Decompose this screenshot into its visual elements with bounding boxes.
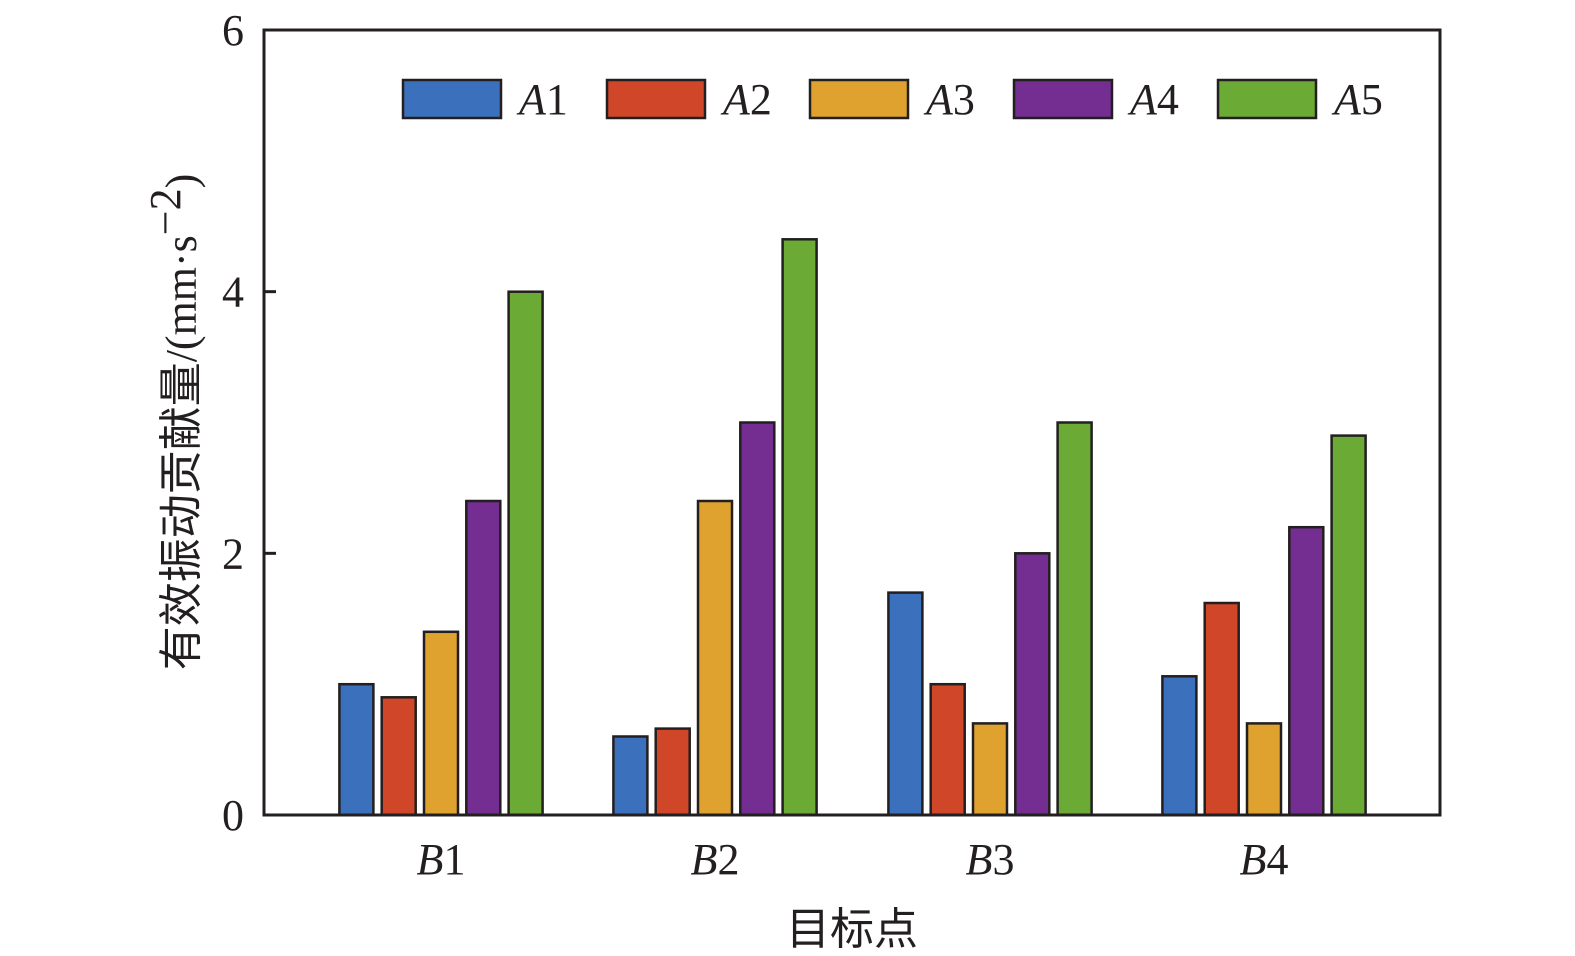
bar-a4-b4 bbox=[1288, 525, 1325, 817]
plot-frame bbox=[262, 28, 1442, 817]
bar-a3-b4 bbox=[1245, 722, 1283, 817]
bar-a3-b3 bbox=[971, 722, 1009, 817]
bar-a4-b2 bbox=[739, 421, 776, 817]
legend-item-a4: A4 bbox=[1012, 75, 1179, 124]
x-tick-label: B2 bbox=[691, 835, 740, 884]
x-tick-label: B3 bbox=[966, 835, 1015, 884]
bar-a1-b2 bbox=[612, 735, 649, 817]
legend-item-a5: A5 bbox=[1216, 75, 1383, 124]
bar-a1-b4 bbox=[1161, 675, 1198, 817]
y-axis-title-exponent: −2 bbox=[141, 188, 190, 235]
bar-a2-b2 bbox=[654, 727, 691, 817]
y-axis-title-main: 有效振动贡献量 bbox=[156, 362, 207, 670]
y-axis: 0 2 4 6 bbox=[222, 6, 276, 840]
y-tick-label: 0 bbox=[222, 791, 244, 840]
legend-swatch bbox=[1216, 78, 1318, 120]
bar-a4-b1 bbox=[465, 499, 502, 817]
legend-item-a1: A1 bbox=[401, 75, 568, 124]
bar-a5-b2 bbox=[781, 238, 818, 817]
legend-swatch bbox=[605, 78, 707, 120]
legend-label: A5 bbox=[1331, 75, 1383, 124]
legend-item-a3: A3 bbox=[808, 75, 975, 124]
y-tick-label: 4 bbox=[222, 268, 244, 317]
legend-label: A2 bbox=[720, 75, 772, 124]
bars-layer bbox=[338, 238, 1367, 817]
y-tick-label: 6 bbox=[222, 6, 244, 55]
y-axis-title: 有效振动贡献量/(mm·s−2) bbox=[141, 174, 207, 671]
bar-a3-b2 bbox=[696, 499, 734, 817]
bar-a3-b1 bbox=[422, 630, 460, 817]
x-axis-title: 目标点 bbox=[786, 904, 918, 955]
x-tick-label: B4 bbox=[1240, 835, 1289, 884]
x-axis: B1 B2 B3 B4 bbox=[417, 835, 1289, 884]
legend-swatch bbox=[1012, 78, 1114, 120]
legend-swatch bbox=[808, 78, 910, 120]
bar-a4-b3 bbox=[1014, 552, 1051, 817]
bar-a5-b4 bbox=[1330, 434, 1367, 817]
bar-a1-b1 bbox=[338, 682, 375, 817]
legend-swatch bbox=[401, 78, 503, 120]
y-tick-label: 2 bbox=[222, 529, 244, 578]
x-tick-label: B1 bbox=[417, 835, 466, 884]
legend-label: A4 bbox=[1127, 75, 1179, 124]
legend-label: A1 bbox=[516, 75, 568, 124]
bar-a2-b3 bbox=[929, 682, 966, 817]
y-axis-title-unit: /(mm·s bbox=[157, 235, 206, 362]
bar-a5-b1 bbox=[507, 290, 544, 817]
bar-a1-b3 bbox=[887, 591, 924, 817]
bar-a2-b4 bbox=[1203, 601, 1240, 817]
legend-item-a2: A2 bbox=[605, 75, 772, 124]
legend-label: A3 bbox=[923, 75, 975, 124]
bar-a5-b3 bbox=[1056, 421, 1093, 817]
legend: A1 A2 A3 A4 A5 bbox=[401, 75, 1383, 124]
bar-a2-b1 bbox=[380, 696, 417, 817]
y-axis-title-close: ) bbox=[157, 174, 206, 189]
